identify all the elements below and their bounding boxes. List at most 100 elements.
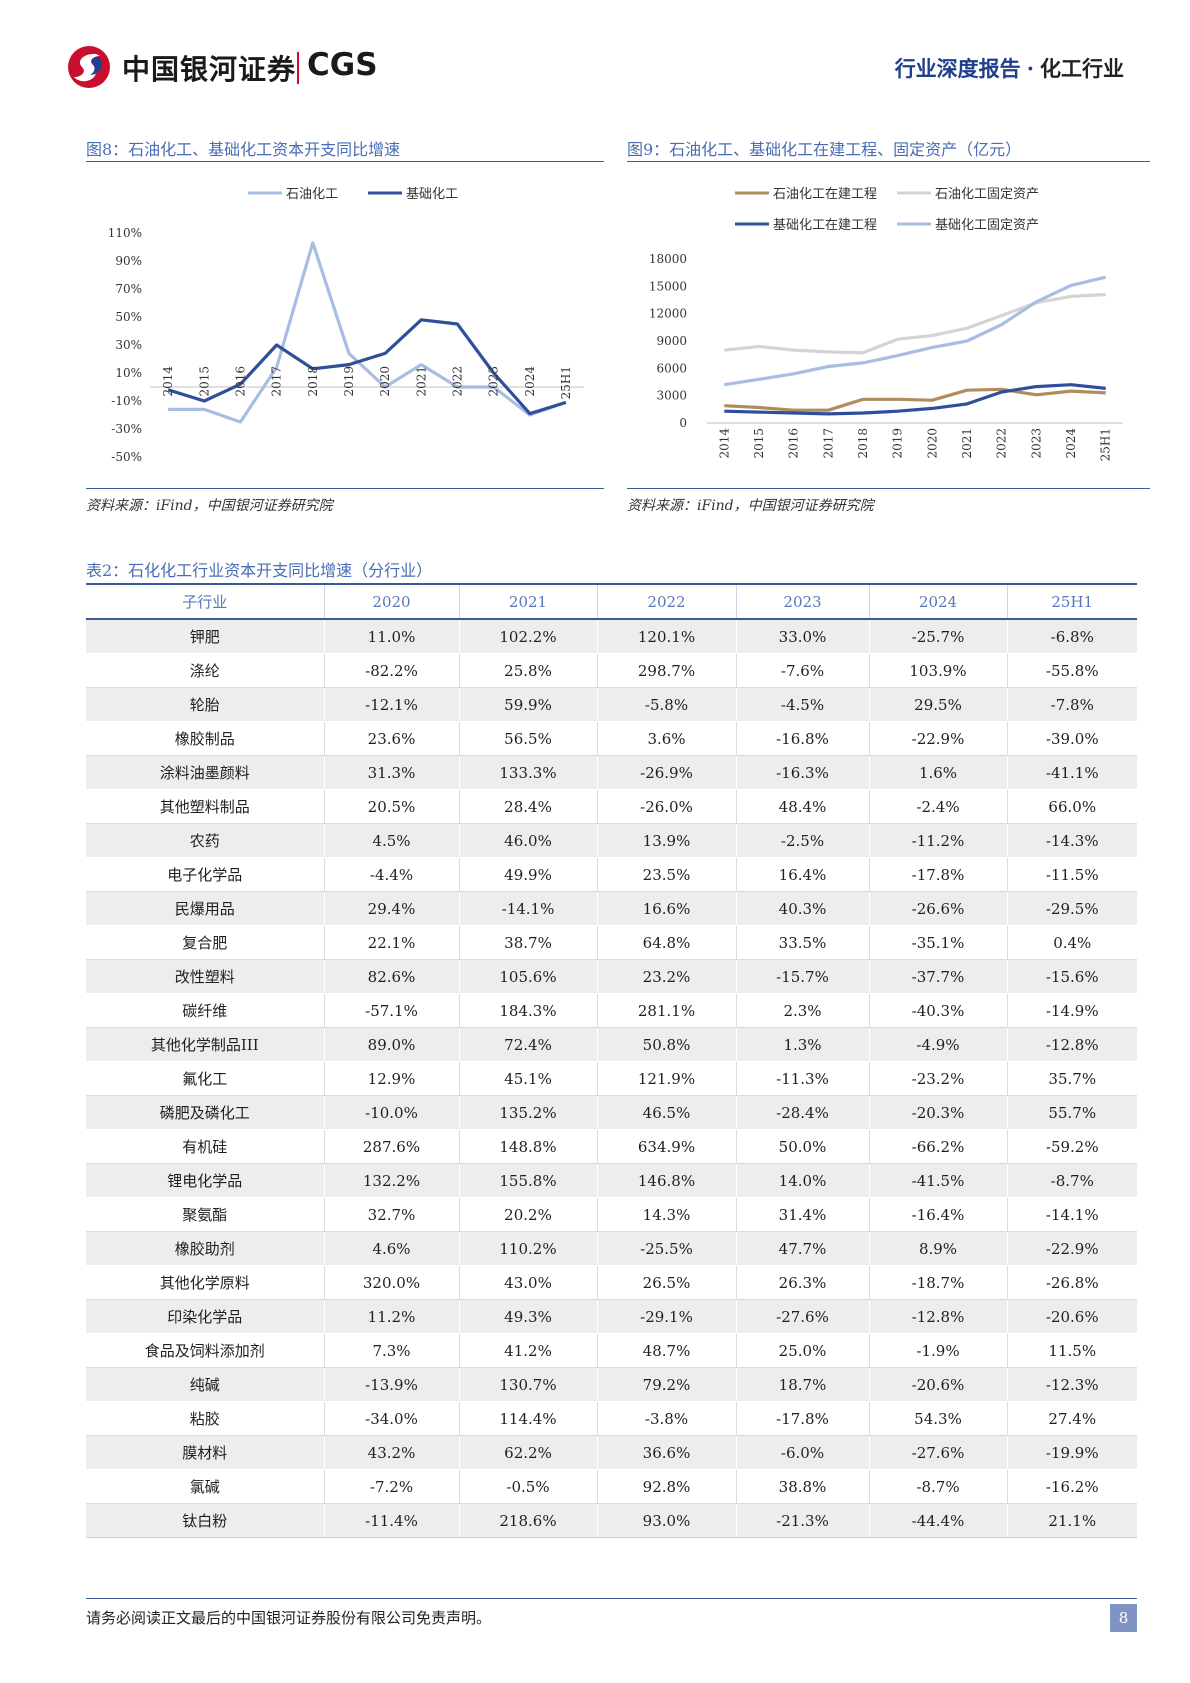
- growth-value-cell: 46.0%: [459, 823, 598, 858]
- growth-value-cell: -6.0%: [736, 1435, 870, 1470]
- growth-value-cell: 25.0%: [736, 1333, 870, 1368]
- table-row: 印染化学品 11.2% 49.3% -29.1% -27.6% -12.8% -20.6%: [86, 1299, 1137, 1334]
- growth-value-cell: 20.2%: [459, 1197, 598, 1232]
- growth-value-cell: 121.9%: [597, 1061, 737, 1096]
- x-tick-label: 25H1: [1099, 428, 1113, 461]
- figure8-title: 图8：石油化工、基础化工资本开支同比增速: [86, 140, 401, 159]
- growth-value-cell: 64.8%: [597, 925, 737, 960]
- growth-value-cell: 281.1%: [597, 993, 737, 1028]
- growth-value-cell: -12.1%: [324, 687, 460, 722]
- growth-value-cell: -23.2%: [869, 1061, 1008, 1096]
- growth-value-cell: 25.8%: [459, 653, 598, 688]
- growth-value-cell: 18.7%: [736, 1367, 870, 1402]
- y-tick-label: 18000: [649, 252, 687, 266]
- y-tick-label: -50%: [111, 450, 142, 464]
- logo-divider: [297, 52, 299, 84]
- growth-value-cell: 7.3%: [324, 1333, 460, 1368]
- y-tick-label: 110%: [108, 226, 142, 240]
- growth-value-cell: 20.5%: [324, 789, 460, 824]
- growth-value-cell: 46.5%: [597, 1095, 737, 1130]
- table-row: 改性塑料 82.6% 105.6% 23.2% -15.7% -37.7% -15.6%: [86, 959, 1137, 994]
- growth-value-cell: -15.7%: [736, 959, 870, 994]
- growth-value-cell: 114.4%: [459, 1401, 598, 1436]
- table-row: 橡胶制品 23.6% 56.5% 3.6% -16.8% -22.9% -39.0%: [86, 721, 1137, 756]
- growth-value-cell: 218.6%: [459, 1503, 598, 1538]
- column-header-2021: 2021: [459, 583, 598, 620]
- x-tick-label: 2017: [821, 428, 835, 459]
- growth-value-cell: -11.2%: [869, 823, 1008, 858]
- growth-value-cell: -25.5%: [597, 1231, 737, 1266]
- growth-value-cell: -18.7%: [869, 1265, 1008, 1300]
- growth-value-cell: -14.1%: [459, 891, 598, 926]
- legend-label: 石油化工在建工程: [773, 187, 877, 202]
- subindustry-name-cell: 磷肥及磷化工: [86, 1095, 325, 1130]
- growth-value-cell: -13.9%: [324, 1367, 460, 1402]
- growth-value-cell: 92.8%: [597, 1469, 737, 1504]
- growth-value-cell: 50.8%: [597, 1027, 737, 1062]
- y-tick-label: 0: [679, 416, 687, 430]
- growth-value-cell: 287.6%: [324, 1129, 460, 1164]
- subindustry-name-cell: 改性塑料: [86, 959, 325, 994]
- growth-value-cell: -25.7%: [869, 619, 1008, 654]
- growth-value-cell: 148.8%: [459, 1129, 598, 1164]
- growth-value-cell: 41.2%: [459, 1333, 598, 1368]
- growth-value-cell: -26.8%: [1007, 1265, 1137, 1300]
- column-header-2024: 2024: [869, 583, 1008, 620]
- growth-value-cell: -6.8%: [1007, 619, 1137, 654]
- table-row: 涤纶 -82.2% 25.8% 298.7% -7.6% 103.9% -55.8%: [86, 653, 1137, 688]
- growth-value-cell: 43.0%: [459, 1265, 598, 1300]
- subindustry-name-cell: 橡胶制品: [86, 721, 325, 756]
- figure9-title: 图9：石油化工、基础化工在建工程、固定资产（亿元）: [627, 140, 1022, 159]
- table-header-row: 子行业 2020 2021 2022 2023 2024 25H1: [86, 583, 1137, 620]
- growth-value-cell: -8.7%: [1007, 1163, 1137, 1198]
- x-tick-label: 2021: [414, 366, 428, 397]
- legend-label: 基础化工在建工程: [773, 218, 877, 233]
- growth-value-cell: 27.4%: [1007, 1401, 1137, 1436]
- table-row: 其他化学原料 320.0% 43.0% 26.5% 26.3% -18.7% -26.8%: [86, 1265, 1137, 1300]
- growth-value-cell: -26.0%: [597, 789, 737, 824]
- legend-label: 基础化工: [406, 187, 458, 202]
- growth-value-cell: -7.2%: [324, 1469, 460, 1504]
- growth-value-cell: 47.7%: [736, 1231, 870, 1266]
- growth-value-cell: -4.5%: [736, 687, 870, 722]
- growth-value-cell: -16.2%: [1007, 1469, 1137, 1504]
- growth-value-cell: 40.3%: [736, 891, 870, 926]
- growth-value-cell: 110.2%: [459, 1231, 598, 1266]
- growth-value-cell: -28.4%: [736, 1095, 870, 1130]
- growth-value-cell: 14.3%: [597, 1197, 737, 1232]
- x-tick-label: 2018: [856, 428, 870, 459]
- growth-value-cell: -15.6%: [1007, 959, 1137, 994]
- x-tick-label: 2022: [450, 366, 464, 397]
- y-tick-label: 6000: [656, 361, 687, 375]
- x-tick-label: 2020: [378, 366, 392, 397]
- growth-value-cell: 320.0%: [324, 1265, 460, 1300]
- growth-value-cell: -66.2%: [869, 1129, 1008, 1164]
- figure8-source: 资料来源：iFind，中国银河证券研究院: [86, 498, 333, 514]
- table-row: 民爆用品 29.4% -14.1% 16.6% 40.3% -26.6% -29.5%: [86, 891, 1137, 926]
- table-row: 复合肥 22.1% 38.7% 64.8% 33.5% -35.1% 0.4%: [86, 925, 1137, 960]
- growth-value-cell: -16.4%: [869, 1197, 1008, 1232]
- growth-value-cell: -44.4%: [869, 1503, 1008, 1538]
- growth-value-cell: -4.9%: [869, 1027, 1008, 1062]
- growth-value-cell: 29.4%: [324, 891, 460, 926]
- table-row: 碳纤维 -57.1% 184.3% 281.1% 2.3% -40.3% -14.9%: [86, 993, 1137, 1028]
- subindustry-name-cell: 有机硅: [86, 1129, 325, 1164]
- growth-value-cell: 72.4%: [459, 1027, 598, 1062]
- table-body: 钾肥 11.0% 102.2% 120.1% 33.0% -25.7% -6.8% 涤纶 -82…: [86, 619, 1137, 1538]
- table-row: 氟化工 12.9% 45.1% 121.9% -11.3% -23.2% 35.7%: [86, 1061, 1137, 1096]
- growth-value-cell: -14.9%: [1007, 993, 1137, 1028]
- growth-value-cell: 23.6%: [324, 721, 460, 756]
- x-tick-label: 2017: [270, 366, 284, 397]
- subindustry-name-cell: 膜材料: [86, 1435, 325, 1470]
- growth-value-cell: -19.9%: [1007, 1435, 1137, 1470]
- growth-value-cell: 89.0%: [324, 1027, 460, 1062]
- table-row: 氯碱 -7.2% -0.5% 92.8% 38.8% -8.7% -16.2%: [86, 1469, 1137, 1504]
- growth-value-cell: 11.5%: [1007, 1333, 1137, 1368]
- growth-value-cell: -27.6%: [869, 1435, 1008, 1470]
- growth-value-cell: -40.3%: [869, 993, 1008, 1028]
- column-header-25h1: 25H1: [1007, 583, 1137, 620]
- x-tick-label: 2024: [1064, 428, 1078, 459]
- growth-value-cell: -41.1%: [1007, 755, 1137, 790]
- growth-value-cell: 1.3%: [736, 1027, 870, 1062]
- x-tick-label: 2019: [342, 366, 356, 397]
